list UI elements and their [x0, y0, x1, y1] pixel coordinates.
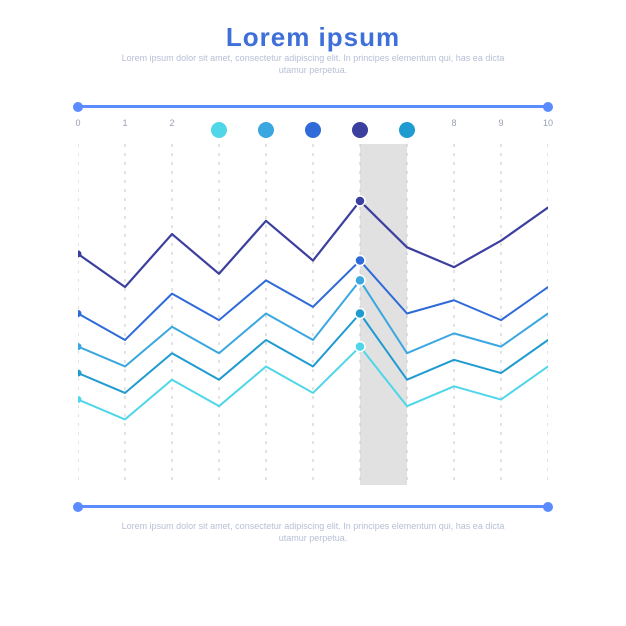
- divider-cap-right: [543, 102, 553, 112]
- x-tick-label: 2: [169, 118, 174, 128]
- divider-cap-left: [73, 502, 83, 512]
- chart-svg: [78, 120, 548, 485]
- divider-bottom: [78, 505, 548, 508]
- x-tick-label: 8: [451, 118, 456, 128]
- subtitle-top: Lorem ipsum dolor sit amet, consectetur …: [113, 52, 513, 76]
- divider-top: [78, 105, 548, 108]
- subtitle-bottom: Lorem ipsum dolor sit amet, consectetur …: [113, 520, 513, 544]
- x-tick-label: 1: [122, 118, 127, 128]
- divider-cap-left: [73, 102, 83, 112]
- x-tick-label: 9: [498, 118, 503, 128]
- x-tick-label: 0: [75, 118, 80, 128]
- divider-cap-right: [543, 502, 553, 512]
- x-tick-label: 10: [543, 118, 553, 128]
- page-title: Lorem ipsum: [0, 22, 626, 53]
- page: { "layout": { "width": 626, "height": 62…: [0, 0, 626, 626]
- line-chart: 0128910: [78, 120, 548, 485]
